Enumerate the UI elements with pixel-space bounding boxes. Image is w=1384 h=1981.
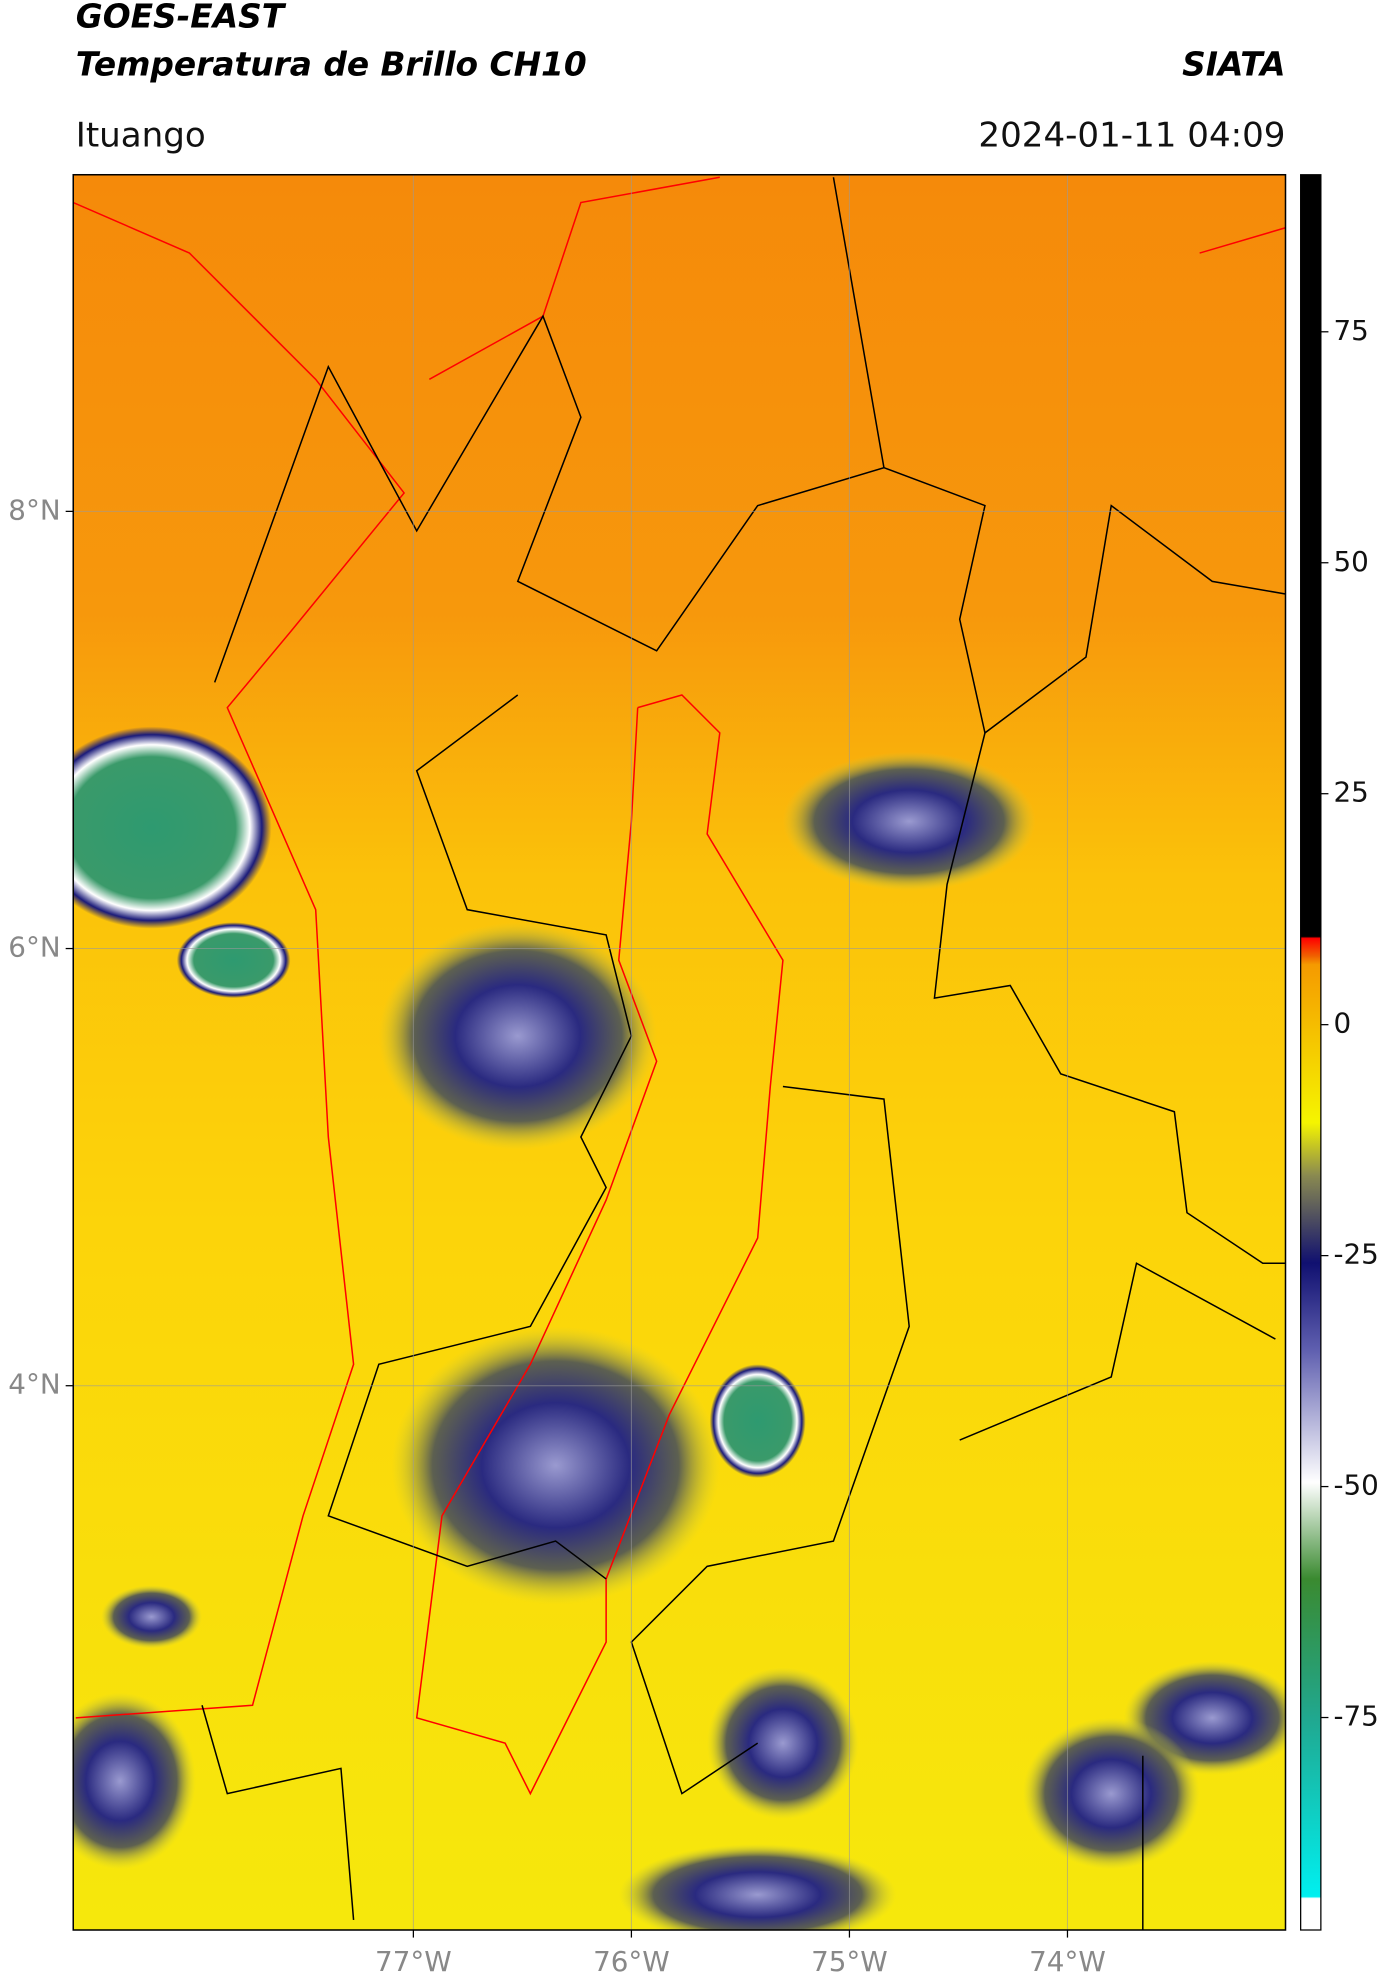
- colorbar-tick-label: -25: [1333, 1238, 1378, 1271]
- x-tick-label: 77°W: [375, 1945, 452, 1978]
- brand: SIATA: [1182, 46, 1285, 84]
- colorbar-tick-label: 25: [1333, 776, 1368, 809]
- subtitle: Temperatura de Brillo CH10: [76, 46, 587, 84]
- map-frame: [72, 173, 1287, 1931]
- x-tick-label: 76°W: [593, 1945, 670, 1978]
- map: [73, 174, 1286, 1931]
- colorbar-tick-label: -50: [1333, 1469, 1378, 1502]
- y-tick-label: 8°N: [8, 493, 60, 526]
- grid: [73, 174, 1286, 1931]
- datetime: 2024-01-11 04:09: [978, 115, 1285, 155]
- colorbar-tick-label: 0: [1333, 1007, 1351, 1040]
- colorbar-tick-label: -75: [1333, 1700, 1378, 1733]
- y-tick-label: 6°N: [8, 931, 60, 964]
- x-tick-label: 74°W: [1029, 1945, 1106, 1978]
- y-tick-label: 4°N: [8, 1368, 60, 1401]
- colorbar-tick-label: 50: [1333, 545, 1368, 578]
- colorbar-tick-label: 75: [1333, 314, 1368, 347]
- x-tick-label: 75°W: [811, 1945, 888, 1978]
- colorbar: [1300, 174, 1322, 1931]
- title: GOES-EAST: [76, 0, 287, 36]
- location: Ituango: [76, 115, 206, 155]
